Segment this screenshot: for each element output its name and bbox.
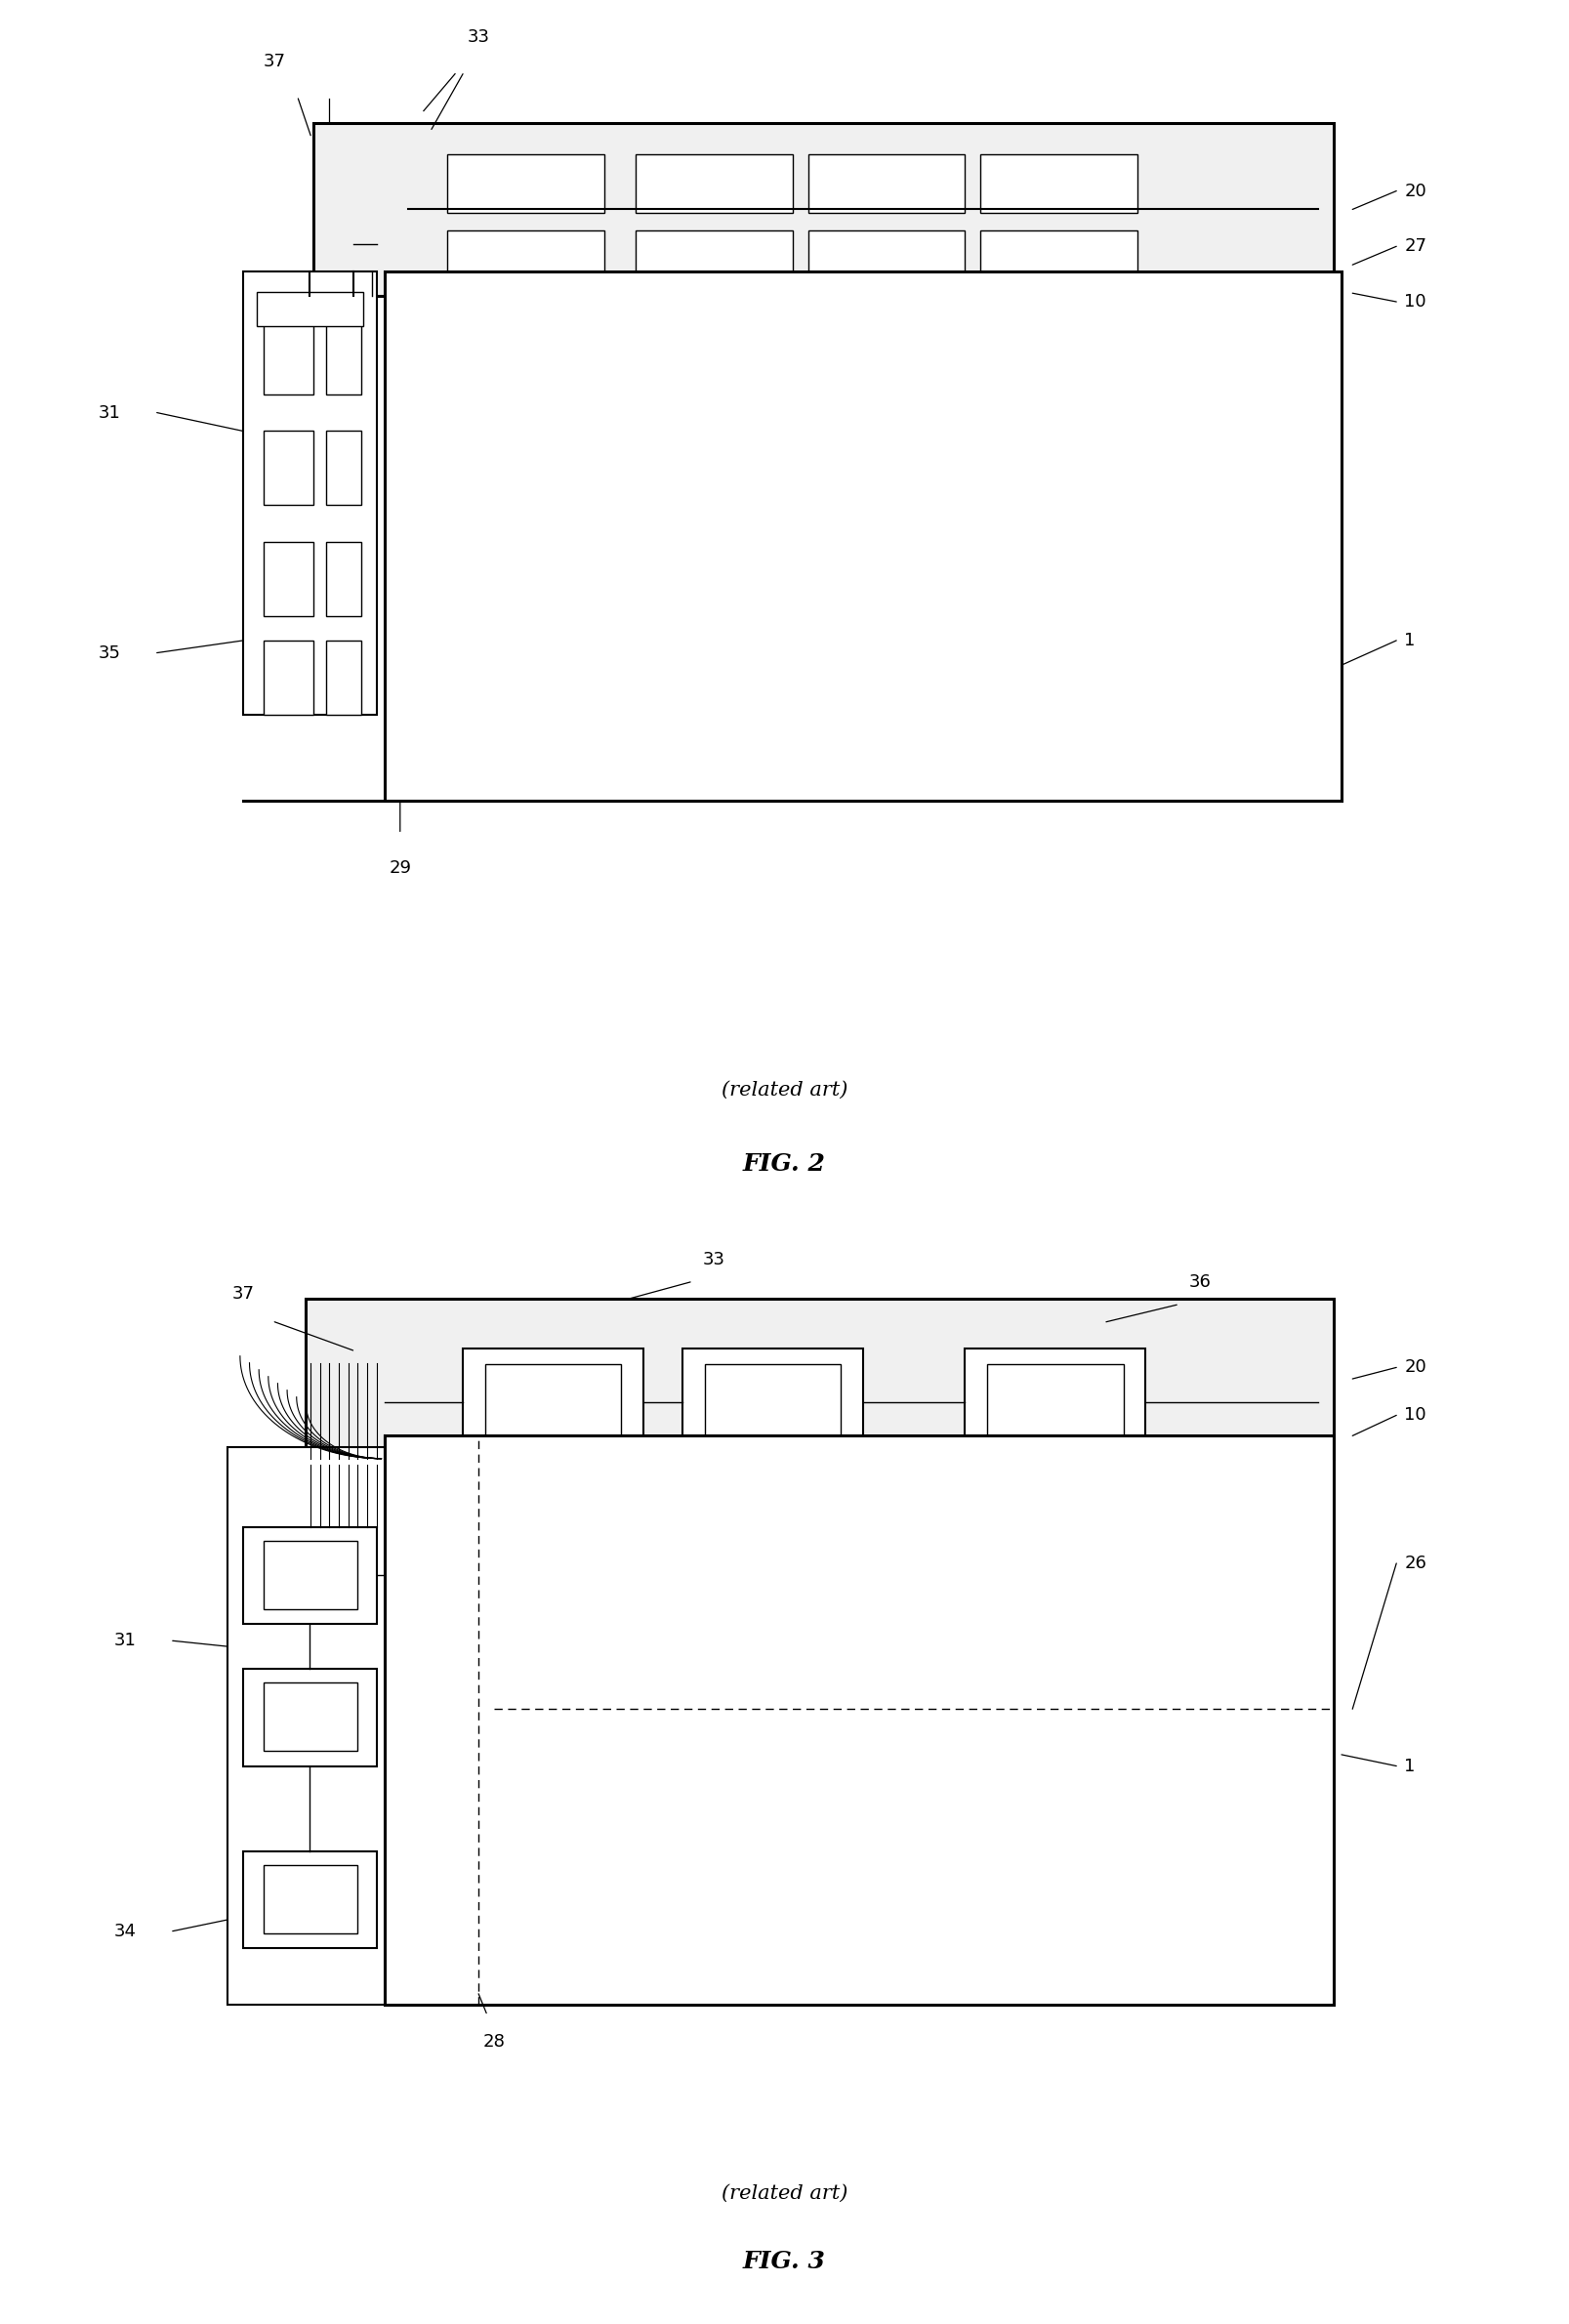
Bar	[243, 1527, 377, 1624]
Bar	[808, 153, 965, 214]
Bar	[987, 1364, 1123, 1441]
Text: 31: 31	[99, 404, 121, 421]
Bar	[981, 153, 1138, 214]
Text: 1: 1	[1404, 1757, 1415, 1776]
Bar	[264, 1541, 358, 1608]
Bar	[683, 1348, 863, 1457]
Bar	[965, 1348, 1145, 1457]
Bar	[257, 293, 364, 325]
Text: 29: 29	[389, 860, 411, 876]
Text: 37: 37	[264, 53, 286, 70]
Bar	[264, 321, 314, 395]
Bar	[264, 541, 314, 616]
Text: 31: 31	[115, 1631, 137, 1650]
Bar	[264, 1866, 358, 1934]
Text: 27: 27	[1404, 237, 1426, 256]
Bar	[314, 123, 1334, 295]
Text: (related art): (related art)	[722, 1081, 847, 1099]
Bar	[384, 272, 1341, 799]
Bar	[981, 230, 1138, 290]
Bar	[447, 153, 604, 214]
Bar	[243, 272, 377, 713]
Text: FIG. 3: FIG. 3	[744, 2250, 825, 2273]
Bar	[264, 1683, 358, 1752]
Text: 28: 28	[483, 2034, 505, 2050]
Bar	[326, 541, 361, 616]
Bar	[306, 1299, 1334, 1459]
Text: 20: 20	[1404, 181, 1426, 200]
Bar	[326, 641, 361, 713]
Bar	[808, 230, 965, 290]
Bar	[228, 1448, 384, 2006]
Text: 1: 1	[1404, 632, 1415, 648]
Text: 36: 36	[1189, 1274, 1211, 1290]
Bar	[243, 1852, 377, 1948]
Bar	[485, 1364, 621, 1441]
Text: 37: 37	[232, 1285, 254, 1301]
Text: 26: 26	[1404, 1555, 1426, 1571]
Bar	[635, 153, 792, 214]
Text: 10: 10	[1404, 293, 1426, 311]
Bar	[704, 1364, 841, 1441]
Bar	[326, 432, 361, 504]
Text: 33: 33	[468, 28, 490, 46]
Text: 10: 10	[1404, 1406, 1426, 1425]
Bar	[447, 230, 604, 290]
Text: (related art): (related art)	[722, 2185, 847, 2203]
Text: 34: 34	[115, 1922, 137, 1941]
Bar	[463, 1348, 643, 1457]
Bar	[384, 1436, 1334, 2006]
Text: 20: 20	[1404, 1360, 1426, 1376]
Bar	[243, 1669, 377, 1766]
Text: 33: 33	[703, 1250, 725, 1269]
Bar	[264, 432, 314, 504]
Bar	[264, 641, 314, 713]
Text: 35: 35	[99, 644, 121, 662]
Bar	[635, 230, 792, 290]
Bar	[326, 321, 361, 395]
Text: FIG. 2: FIG. 2	[744, 1153, 825, 1176]
